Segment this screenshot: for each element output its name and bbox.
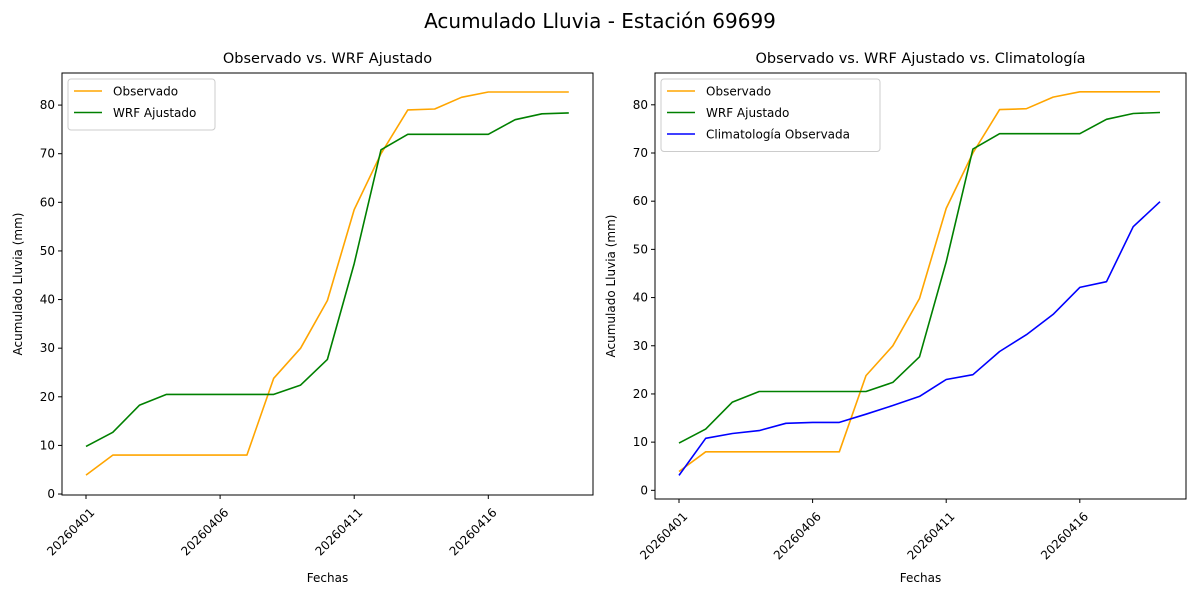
left-ytick-label: 20 xyxy=(40,390,55,404)
left-ytick-label: 70 xyxy=(40,147,55,161)
left-ytick-label: 30 xyxy=(40,341,55,355)
right-line-climatolog-a-observada xyxy=(678,201,1161,476)
right-ytick-label: 20 xyxy=(633,387,648,401)
right-chart-ylabel: Acumulado Lluvia (mm) xyxy=(604,215,618,358)
right-legend: Observado WRF Ajustado Climatología Observ… xyxy=(660,78,881,152)
left-legend-label: WRF Ajustado xyxy=(113,106,196,120)
right-ytick-label: 70 xyxy=(633,146,648,160)
left-series-group xyxy=(85,91,569,476)
left-ytick-label: 50 xyxy=(40,244,55,258)
figure-title: Acumulado Lluvia - Estación 69699 xyxy=(424,9,776,33)
left-line-wrf-ajustado xyxy=(85,112,569,448)
left-ytick-label: 10 xyxy=(40,438,55,452)
right-line-wrf-ajustado xyxy=(678,111,1161,444)
left-axes-frame xyxy=(61,72,594,496)
right-legend-label: WRF Ajustado xyxy=(706,106,789,120)
right-legend-label: Climatología Observada xyxy=(706,128,850,142)
right-legend-box xyxy=(660,78,881,152)
right-chart-xlabel: Fechas xyxy=(900,571,941,585)
left-chart-ylabel: Acumulado Lluvia (mm) xyxy=(11,213,25,356)
left-ytick-label: 40 xyxy=(40,293,55,307)
right-ytick-label: 30 xyxy=(633,339,648,353)
left-legend-box xyxy=(67,78,216,131)
right-series-group xyxy=(678,91,1161,476)
left-chart-xlabel: Fechas xyxy=(307,571,348,585)
left-chart-title: Observado vs. WRF Ajustado xyxy=(223,51,432,67)
right-ytick-label: 50 xyxy=(633,242,648,256)
right-ytick-label: 10 xyxy=(633,435,648,449)
right-ytick-label: 60 xyxy=(633,194,648,208)
left-legend-label: Observado xyxy=(113,85,178,99)
left-ytick-label: 60 xyxy=(40,195,55,209)
right-line-observado xyxy=(678,91,1160,473)
left-ytick-label: 0 xyxy=(47,487,55,501)
right-legend-label: Observado xyxy=(706,85,771,99)
right-ytick-label: 0 xyxy=(640,483,648,497)
left-ytick-label: 80 xyxy=(40,98,55,112)
right-axes-frame xyxy=(654,72,1187,500)
right-chart-title: Observado vs. WRF Ajustado vs. Climatolo… xyxy=(756,51,1086,67)
left-line-observado xyxy=(85,91,569,476)
left-legend: Observado WRF Ajustado xyxy=(67,78,216,131)
right-ytick-label: 80 xyxy=(633,98,648,112)
right-ytick-label: 40 xyxy=(633,291,648,305)
